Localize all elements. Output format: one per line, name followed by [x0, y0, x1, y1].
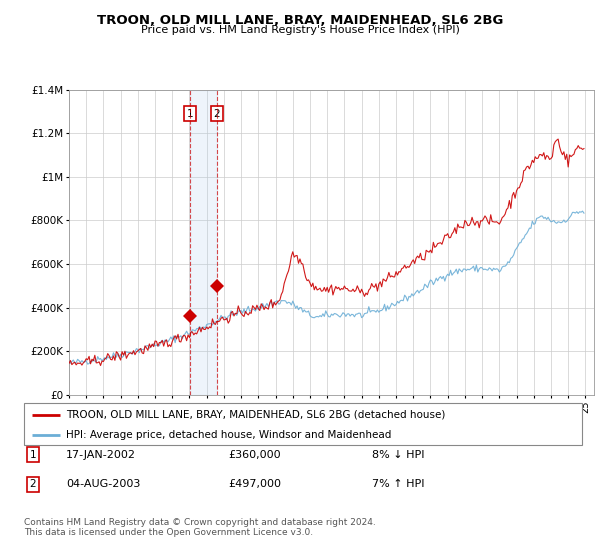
Text: £360,000: £360,000	[228, 450, 281, 460]
Text: £497,000: £497,000	[228, 479, 281, 489]
Text: TROON, OLD MILL LANE, BRAY, MAIDENHEAD, SL6 2BG: TROON, OLD MILL LANE, BRAY, MAIDENHEAD, …	[97, 14, 503, 27]
Text: 2: 2	[29, 479, 37, 489]
Text: 17-JAN-2002: 17-JAN-2002	[66, 450, 136, 460]
Text: 1: 1	[29, 450, 37, 460]
Text: 8% ↓ HPI: 8% ↓ HPI	[372, 450, 425, 460]
Bar	[190, 90, 217, 395]
Text: Price paid vs. HM Land Registry's House Price Index (HPI): Price paid vs. HM Land Registry's House …	[140, 25, 460, 35]
Text: 04-AUG-2003: 04-AUG-2003	[66, 479, 140, 489]
Text: Contains HM Land Registry data © Crown copyright and database right 2024.
This d: Contains HM Land Registry data © Crown c…	[24, 518, 376, 538]
Text: HPI: Average price, detached house, Windsor and Maidenhead: HPI: Average price, detached house, Wind…	[66, 430, 391, 440]
Text: 1: 1	[187, 109, 194, 119]
Text: 7% ↑ HPI: 7% ↑ HPI	[372, 479, 425, 489]
Text: 2: 2	[214, 109, 220, 119]
Text: TROON, OLD MILL LANE, BRAY, MAIDENHEAD, SL6 2BG (detached house): TROON, OLD MILL LANE, BRAY, MAIDENHEAD, …	[66, 410, 445, 420]
FancyBboxPatch shape	[24, 403, 582, 445]
